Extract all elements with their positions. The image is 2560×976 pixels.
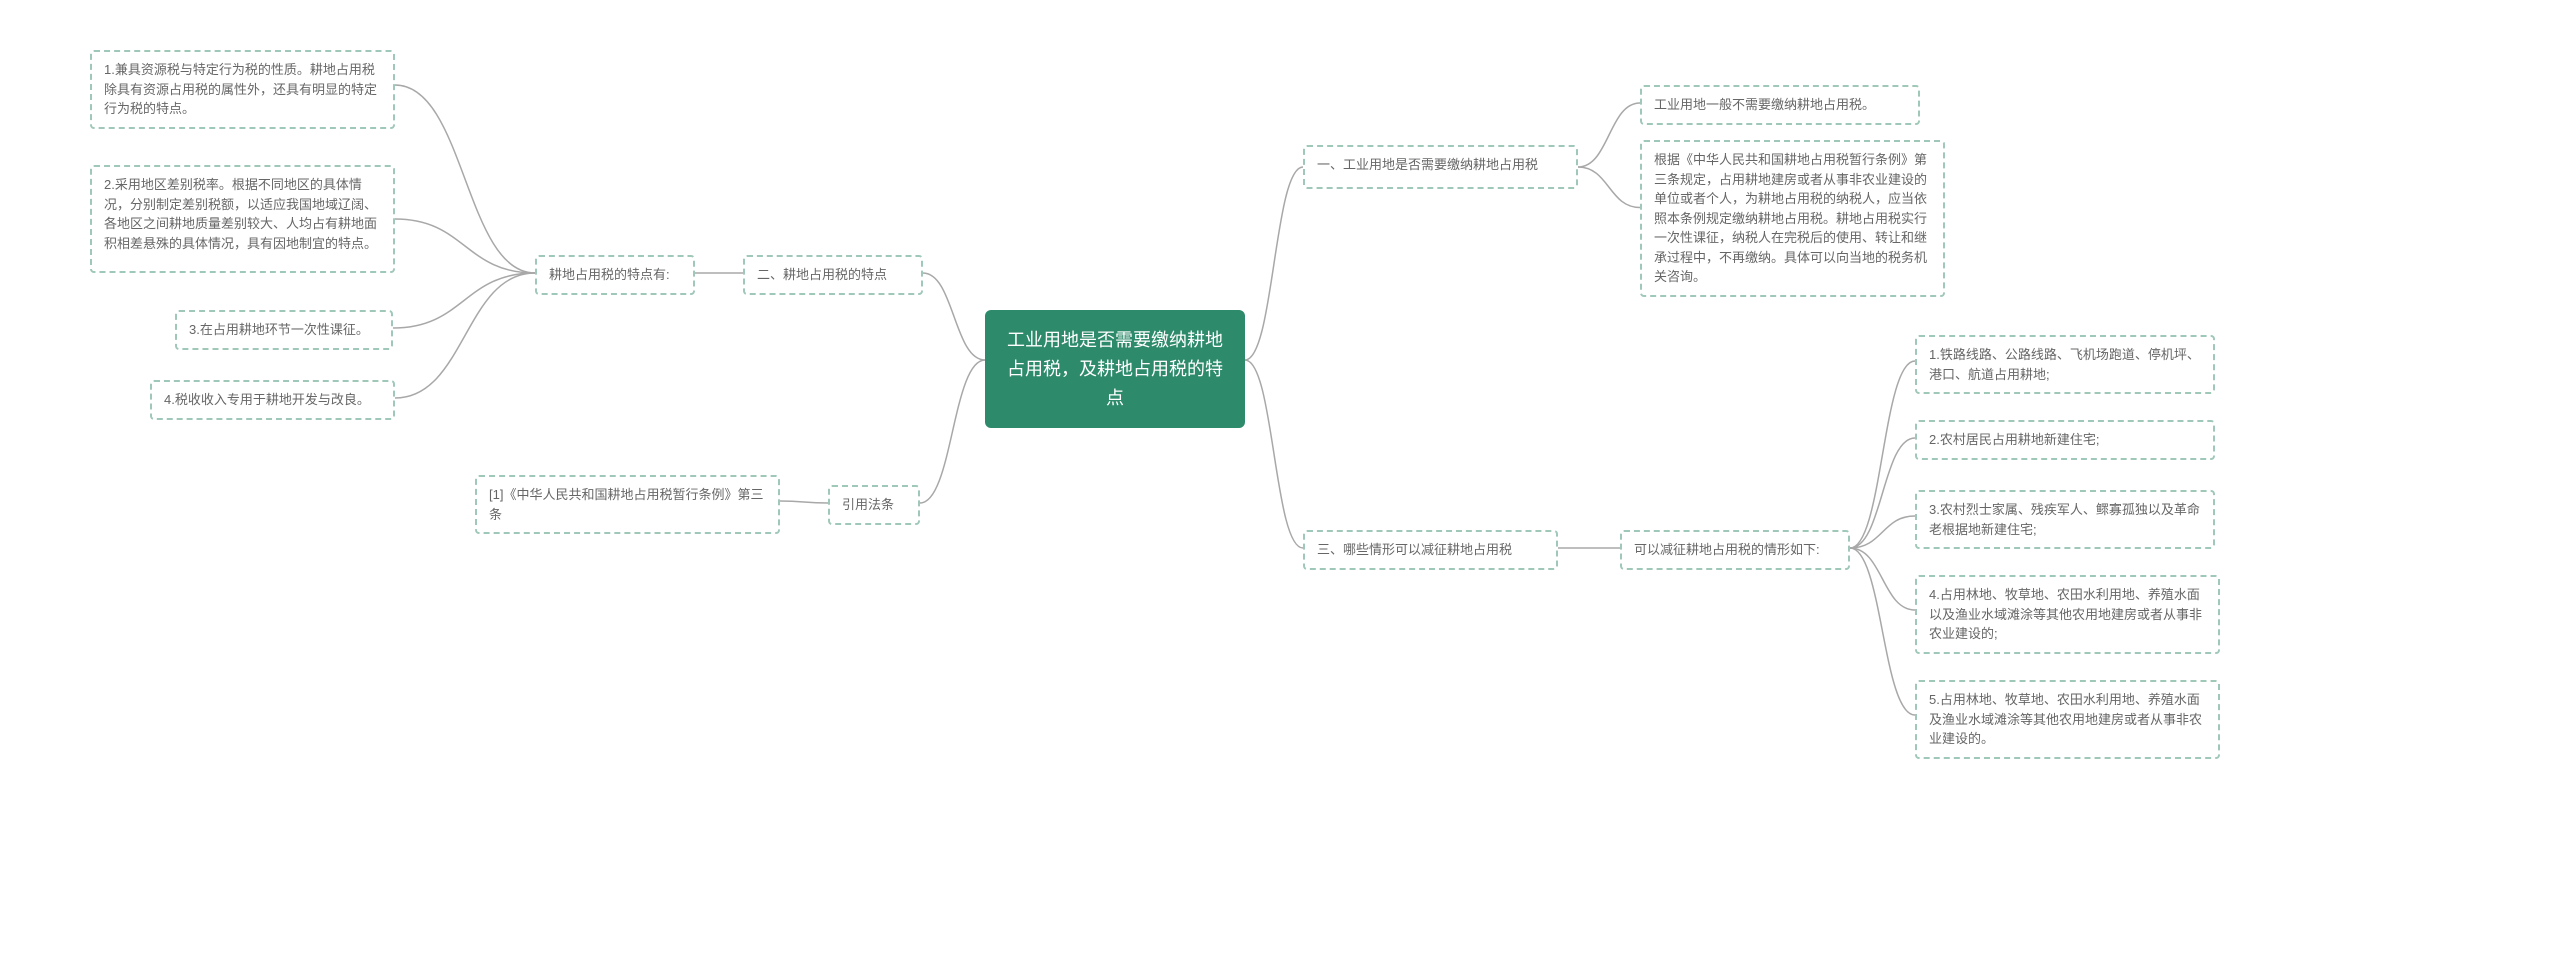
connector-line [0,0,2560,976]
connector-line [0,0,2560,976]
branch-right-1-mid: 可以减征耕地占用税的情形如下: [1620,530,1850,570]
branch-right-0: 一、工业用地是否需要缴纳耕地占用税 [1303,145,1578,189]
branch-right-1: 三、哪些情形可以减征耕地占用税 [1303,530,1558,570]
connector-line [0,0,2560,976]
connector-line [0,0,2560,976]
connector-line [0,0,2560,976]
connector-line [0,0,2560,976]
branch-right-0-child-1: 根据《中华人民共和国耕地占用税暂行条例》第三条规定，占用耕地建房或者从事非农业建… [1640,140,1945,297]
connector-line [0,0,2560,976]
branch-right-1-child-3: 4.占用林地、牧草地、农田水利用地、养殖水面以及渔业水域滩涂等其他农用地建房或者… [1915,575,2220,654]
branch-left-0: 二、耕地占用税的特点 [743,255,923,295]
branch-left-0-child-3: 4.税收收入专用于耕地开发与改良。 [150,380,395,420]
connector-line [0,0,2560,976]
connector-line [0,0,2560,976]
branch-left-0-child-0: 1.兼具资源税与特定行为税的性质。耕地占用税除具有资源占用税的属性外，还具有明显… [90,50,395,129]
branch-left-0-child-2: 3.在占用耕地环节一次性课征。 [175,310,393,350]
connector-line [0,0,2560,976]
branch-left-1-child-0: [1]《中华人民共和国耕地占用税暂行条例》第三条 [475,475,780,534]
branch-right-1-child-1: 2.农村居民占用耕地新建住宅; [1915,420,2215,460]
connector-line [0,0,2560,976]
branch-right-1-child-4: 5.占用林地、牧草地、农田水利用地、养殖水面及渔业水域滩涂等其他农用地建房或者从… [1915,680,2220,759]
connector-line [0,0,2560,976]
connector-line [0,0,2560,976]
connector-line [0,0,2560,976]
branch-right-1-child-0: 1.铁路线路、公路线路、飞机场跑道、停机坪、港口、航道占用耕地; [1915,335,2215,394]
connector-line [0,0,2560,976]
connector-line [0,0,2560,976]
branch-left-0-child-1: 2.采用地区差别税率。根据不同地区的具体情况，分别制定差别税额，以适应我国地域辽… [90,165,395,273]
branch-right-0-child-0: 工业用地一般不需要缴纳耕地占用税。 [1640,85,1920,125]
root-node: 工业用地是否需要缴纳耕地占用税，及耕地占用税的特点 [985,310,1245,428]
branch-right-1-child-2: 3.农村烈士家属、残疾军人、鳏寡孤独以及革命老根据地新建住宅; [1915,490,2215,549]
branch-left-1: 引用法条 [828,485,920,525]
connector-line [0,0,2560,976]
connector-line [0,0,2560,976]
branch-left-0-mid: 耕地占用税的特点有: [535,255,695,295]
